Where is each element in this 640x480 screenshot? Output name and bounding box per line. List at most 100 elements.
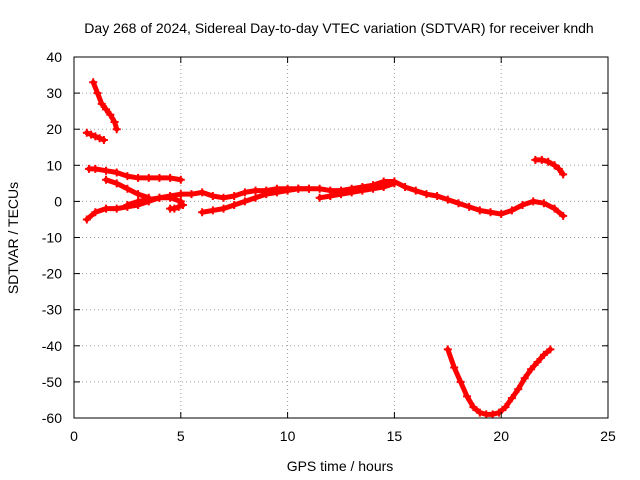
data-point bbox=[272, 188, 281, 197]
data-point bbox=[102, 204, 111, 213]
data-point bbox=[95, 134, 104, 143]
y-tick-label: 10 bbox=[46, 157, 62, 173]
data-point bbox=[230, 201, 239, 210]
y-tick-label: -10 bbox=[42, 230, 62, 246]
data-point bbox=[337, 190, 345, 199]
data-point bbox=[208, 191, 217, 200]
data-point bbox=[134, 173, 143, 182]
data-point bbox=[82, 128, 91, 137]
data-point bbox=[527, 365, 536, 374]
data-point bbox=[507, 394, 516, 403]
data-point bbox=[443, 345, 452, 354]
data-point bbox=[546, 345, 555, 354]
data-point bbox=[219, 204, 228, 213]
data-point bbox=[507, 206, 516, 215]
data-point bbox=[283, 186, 292, 195]
data-point bbox=[144, 173, 153, 182]
data-point bbox=[347, 188, 356, 197]
data-point bbox=[123, 201, 132, 210]
data-point bbox=[369, 184, 378, 193]
series-line-track-c-upper-band bbox=[86, 166, 184, 183]
y-axis-label: SDTVAR / TECUs bbox=[5, 182, 21, 294]
x-tick-label: 15 bbox=[387, 428, 403, 444]
y-tick-label: 20 bbox=[46, 121, 62, 137]
data-point bbox=[433, 191, 442, 200]
data-point bbox=[112, 168, 121, 177]
data-point bbox=[176, 190, 185, 199]
data-point bbox=[112, 125, 121, 134]
data-point bbox=[166, 193, 175, 202]
data-point bbox=[251, 186, 260, 195]
x-tick-label: 10 bbox=[280, 428, 296, 444]
data-point bbox=[550, 161, 559, 170]
data-point bbox=[110, 117, 119, 126]
data-point bbox=[82, 215, 91, 224]
data-point bbox=[456, 377, 465, 386]
x-tick-label: 20 bbox=[493, 428, 509, 444]
data-point bbox=[463, 392, 472, 401]
data-point bbox=[170, 204, 179, 213]
data-point bbox=[488, 410, 497, 419]
data-point bbox=[554, 164, 563, 173]
data-point bbox=[450, 363, 459, 372]
data-point bbox=[134, 197, 143, 206]
data-point bbox=[174, 202, 183, 211]
data-point bbox=[358, 186, 367, 195]
data-point bbox=[475, 206, 484, 215]
data-point bbox=[520, 374, 529, 383]
y-tick-label: -50 bbox=[42, 374, 62, 390]
y-tick-label: -40 bbox=[42, 338, 62, 354]
data-point bbox=[208, 206, 217, 215]
data-point bbox=[304, 184, 313, 193]
data-point bbox=[537, 155, 546, 164]
data-point bbox=[230, 191, 239, 200]
data-point bbox=[91, 132, 100, 141]
chart-title: Day 268 of 2024, Sidereal Day-to-day VTE… bbox=[84, 20, 593, 36]
grid-lines bbox=[74, 57, 608, 418]
data-series bbox=[82, 78, 568, 419]
data-point bbox=[102, 105, 111, 114]
data-point bbox=[501, 403, 510, 412]
y-tick-label: -60 bbox=[42, 410, 62, 426]
data-point bbox=[539, 199, 548, 208]
data-point bbox=[422, 190, 431, 199]
x-tick-label: 5 bbox=[177, 428, 185, 444]
y-tick-label: -20 bbox=[42, 266, 62, 282]
data-point bbox=[155, 193, 164, 202]
data-point bbox=[219, 193, 228, 202]
data-point bbox=[559, 211, 568, 220]
y-tick-label: 30 bbox=[46, 85, 62, 101]
data-point bbox=[518, 201, 527, 210]
data-point bbox=[89, 78, 98, 87]
data-point bbox=[533, 358, 542, 367]
data-point bbox=[529, 197, 538, 206]
data-point bbox=[123, 172, 132, 181]
data-point bbox=[326, 191, 335, 200]
data-point bbox=[112, 179, 121, 188]
data-point bbox=[112, 204, 121, 213]
data-point bbox=[315, 184, 324, 193]
data-point bbox=[454, 199, 463, 208]
data-point bbox=[475, 408, 484, 417]
data-point bbox=[240, 197, 249, 206]
data-point bbox=[379, 182, 388, 191]
data-point bbox=[99, 136, 108, 145]
data-point bbox=[91, 208, 100, 217]
data-point bbox=[91, 164, 100, 173]
data-point bbox=[262, 190, 271, 199]
data-point bbox=[144, 195, 153, 204]
y-tick-label: -30 bbox=[42, 302, 62, 318]
data-point bbox=[198, 208, 207, 217]
data-point bbox=[390, 179, 399, 188]
data-point bbox=[469, 403, 478, 412]
data-point bbox=[240, 188, 249, 197]
data-point bbox=[497, 210, 506, 219]
data-point bbox=[294, 184, 303, 193]
data-point bbox=[544, 157, 553, 166]
data-point bbox=[465, 202, 474, 211]
y-tick-label: 0 bbox=[54, 193, 62, 209]
x-tick-label: 25 bbox=[600, 428, 616, 444]
data-point bbox=[559, 170, 568, 179]
